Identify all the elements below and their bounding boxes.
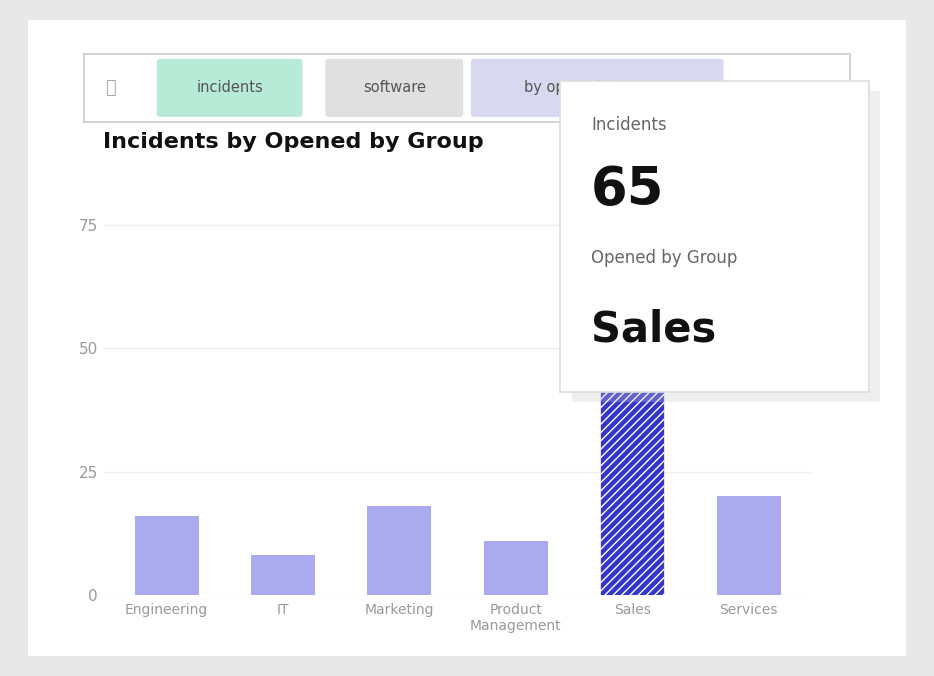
Bar (134, 516, 199, 595)
Text: Opened by Group: Opened by Group (591, 249, 738, 268)
Text: Sales: Sales (591, 309, 716, 351)
Bar (251, 556, 315, 595)
Bar (484, 541, 548, 595)
FancyBboxPatch shape (471, 59, 724, 117)
Bar (367, 506, 432, 595)
Text: software: software (362, 80, 426, 95)
FancyBboxPatch shape (325, 59, 463, 117)
Text: by opened by group: by opened by group (524, 80, 671, 95)
FancyBboxPatch shape (157, 59, 303, 117)
Text: 🔍: 🔍 (106, 79, 116, 97)
Bar (601, 215, 664, 595)
Text: incidents: incidents (196, 80, 263, 95)
Text: Incidents by Opened by Group: Incidents by Opened by Group (103, 132, 484, 152)
Bar (716, 496, 781, 595)
Text: Incidents: Incidents (591, 116, 667, 134)
Text: 65: 65 (591, 164, 665, 216)
